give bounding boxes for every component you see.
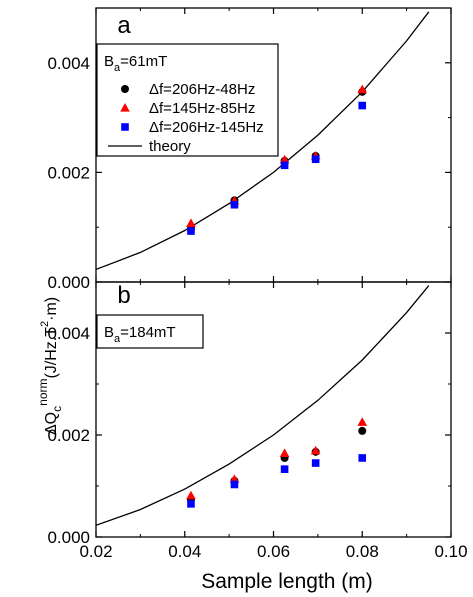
y-tick-label: 0.000	[47, 528, 90, 547]
x-tick-label: 0.08	[346, 542, 379, 561]
legend-marker-square	[121, 123, 129, 131]
y-tick-label: 0.004	[47, 324, 90, 343]
data-point-triangle	[186, 490, 196, 500]
legend-title-b: B	[104, 324, 114, 341]
y-axis-title-sup: norm	[36, 379, 50, 406]
data-point-square	[230, 480, 239, 489]
legend-box	[96, 314, 204, 349]
data-point-square	[358, 101, 367, 110]
data-point-square	[311, 155, 320, 164]
data-point-square	[187, 500, 195, 508]
legend-title: Ba=61mT	[104, 53, 167, 74]
x-tick-label: 0.06	[257, 542, 290, 561]
y-axis-title-unit-open: (J/Hz.T	[43, 327, 60, 379]
y-tick-label: 0.002	[47, 163, 90, 182]
legend-title-b: B	[104, 53, 114, 70]
legend-label: Δf=145Hz-85Hz	[149, 100, 255, 117]
panel-letter: a	[117, 12, 131, 39]
legend-marker-triangle	[120, 103, 130, 112]
data-point-square	[230, 200, 239, 209]
y-tick-label: 0.000	[47, 273, 90, 292]
y-axis-title-base: ΔQ	[43, 412, 60, 435]
legend-title-value: =61mT	[120, 53, 167, 70]
data-point-triangle	[357, 84, 368, 94]
data-point-square	[311, 459, 320, 467]
data-point-triangle	[310, 445, 321, 455]
data-point-circle	[358, 426, 367, 435]
y-axis-title-sub: c	[50, 406, 64, 412]
data-point-square	[280, 161, 289, 170]
legend-box	[96, 43, 279, 157]
legend-title-value: =184mT	[120, 324, 175, 341]
data-point-square	[280, 465, 289, 473]
panel-letter: b	[117, 282, 130, 309]
x-tick-label: 0.02	[79, 542, 112, 561]
legend-marker-circle	[121, 85, 129, 93]
y-tick-label: 0.004	[47, 54, 90, 73]
y-tick-label: 0.002	[47, 426, 90, 445]
x-tick-label: 0.04	[168, 542, 201, 561]
legend-label: theory	[149, 138, 191, 155]
y-axis-title-unit-close: ·m)	[43, 297, 60, 321]
panel-a: 0.0000.0020.004aBa=61mTΔf=206Hz-48HzΔf=1…	[47, 7, 452, 292]
y-axis-title-unit-sup: 2	[39, 321, 51, 327]
legend-title-sub: a	[114, 62, 121, 74]
data-point-triangle	[279, 154, 290, 164]
data-point-triangle	[279, 448, 290, 457]
theory-curve	[96, 285, 430, 526]
x-tick-label: 0.10	[434, 542, 467, 561]
data-point-square	[358, 454, 367, 462]
data-point-triangle	[186, 218, 196, 227]
y-axis-title: ΔQcnorm(J/Hz.T2·m)	[36, 297, 64, 435]
x-axis-title: Sample length (m)	[201, 570, 373, 593]
legend-label: Δf=206Hz-48Hz	[149, 81, 255, 98]
theory-curve	[96, 11, 430, 271]
legend-title: Ba=184mT	[104, 324, 176, 345]
data-point-triangle	[357, 417, 368, 426]
legend-label: Δf=206Hz-145Hz	[149, 119, 264, 136]
data-point-square	[187, 227, 195, 235]
legend-title-sub: a	[114, 333, 121, 345]
